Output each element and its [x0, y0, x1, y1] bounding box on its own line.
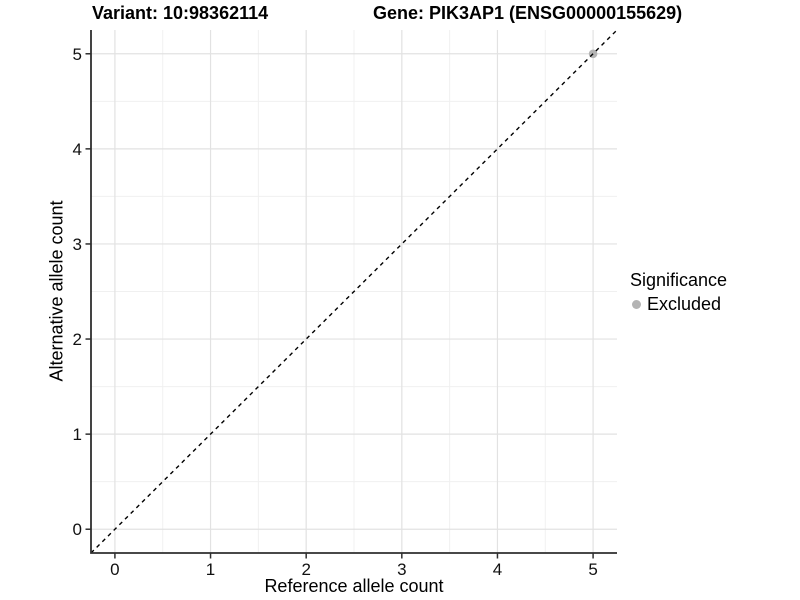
y-tick-label: 5: [73, 45, 82, 64]
identity-reference-line: [90, 29, 618, 554]
x-tick-label: 5: [588, 560, 597, 579]
x-tick-label: 3: [397, 560, 406, 579]
y-tick-label: 2: [73, 330, 82, 349]
gene-title: Gene: PIK3AP1 (ENSG00000155629): [373, 3, 683, 23]
x-tick-label: 2: [301, 560, 310, 579]
legend-item-label: Excluded: [647, 294, 722, 314]
legend-title: Significance: [630, 270, 728, 290]
variant-title: Variant: 10:98362114: [92, 3, 269, 23]
y-tick-label: 1: [73, 425, 82, 444]
x-axis-title: Reference allele count: [264, 576, 444, 596]
x-tick-label: 1: [206, 560, 215, 579]
axis-lines: [90, 30, 617, 554]
y-axis-title: Alternative allele count: [46, 200, 67, 382]
y-tick-label: 0: [73, 520, 82, 539]
x-tick-label: 0: [110, 560, 119, 579]
legend: Significance Excluded: [630, 270, 727, 315]
legend-item-excluded: Excluded: [630, 294, 727, 315]
y-tick-label: 3: [73, 235, 82, 254]
y-tick-label: 4: [73, 140, 82, 159]
x-tick-label: 4: [493, 560, 502, 579]
excluded-point-icon: [632, 300, 641, 309]
